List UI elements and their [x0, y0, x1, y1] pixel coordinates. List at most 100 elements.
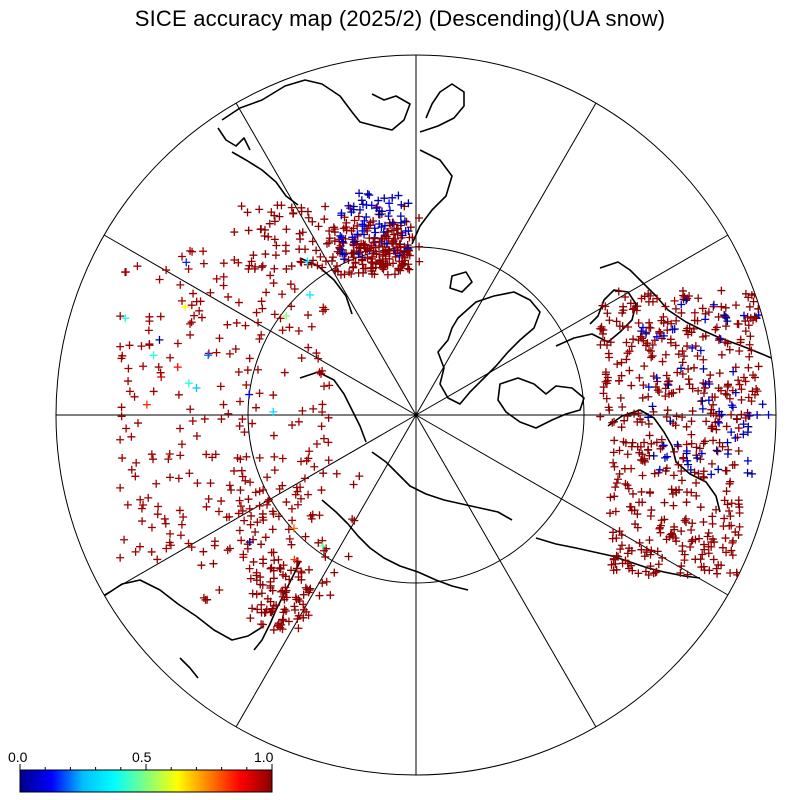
accuracy-marker: [209, 559, 218, 568]
accuracy-marker: [351, 258, 360, 267]
accuracy-marker: [693, 351, 702, 360]
accuracy-marker: [609, 417, 618, 426]
accuracy-marker: [617, 423, 626, 432]
accuracy-marker: [621, 556, 630, 565]
accuracy-marker: [648, 297, 657, 306]
accuracy-marker: [324, 438, 333, 447]
accuracy-marker: [735, 380, 744, 389]
accuracy-marker: [707, 424, 716, 433]
accuracy-marker: [188, 416, 197, 425]
accuracy-marker: [195, 306, 204, 315]
accuracy-marker: [655, 327, 664, 336]
accuracy-marker: [703, 532, 712, 541]
accuracy-marker: [680, 352, 689, 361]
accuracy-marker: [341, 223, 350, 232]
accuracy-marker: [255, 205, 264, 214]
accuracy-marker: [132, 458, 141, 467]
accuracy-marker: [139, 362, 148, 371]
accuracy-marker: [666, 530, 675, 539]
accuracy-marker: [665, 390, 674, 399]
accuracy-marker: [717, 350, 726, 359]
accuracy-marker: [164, 455, 173, 464]
accuracy-marker: [144, 493, 153, 502]
accuracy-marker: [292, 564, 301, 573]
accuracy-marker: [237, 502, 245, 511]
accuracy-marker: [131, 547, 140, 556]
accuracy-marker: [680, 556, 689, 565]
accuracy-marker: [723, 339, 732, 348]
accuracy-marker: [614, 552, 623, 561]
accuracy-marker: [657, 316, 666, 325]
accuracy-marker: [669, 501, 678, 510]
accuracy-marker: [274, 555, 283, 564]
accuracy-marker: [620, 464, 629, 473]
accuracy-marker: [319, 469, 328, 478]
accuracy-marker: [272, 241, 281, 250]
accuracy-marker: [642, 546, 651, 555]
accuracy-marker: [268, 586, 277, 595]
accuracy-marker: [689, 324, 698, 333]
accuracy-marker: [235, 526, 244, 535]
accuracy-marker: [217, 415, 226, 424]
accuracy-marker: [330, 225, 339, 234]
accuracy-marker: [337, 211, 346, 220]
accuracy-marker: [131, 472, 140, 481]
accuracy-marker: [744, 363, 753, 372]
accuracy-marker: [245, 504, 254, 513]
accuracy-marker: [651, 383, 660, 392]
accuracy-marker: [269, 407, 278, 416]
accuracy-marker: [405, 265, 414, 274]
accuracy-marker: [178, 252, 187, 261]
accuracy-marker: [322, 239, 331, 248]
accuracy-marker: [360, 222, 369, 231]
accuracy-marker: [643, 446, 652, 455]
accuracy-marker: [245, 261, 254, 270]
accuracy-marker: [190, 311, 199, 320]
accuracy-marker: [197, 561, 206, 570]
accuracy-marker: [633, 442, 642, 451]
accuracy-marker: [657, 435, 666, 444]
accuracy-marker: [700, 384, 709, 393]
accuracy-marker: [225, 349, 234, 358]
accuracy-marker: [271, 251, 280, 260]
accuracy-marker: [621, 293, 630, 302]
accuracy-marker: [397, 218, 406, 227]
accuracy-marker: [317, 486, 326, 495]
accuracy-marker: [257, 297, 266, 306]
accuracy-marker: [257, 540, 266, 549]
accuracy-marker: [662, 412, 671, 421]
accuracy-marker: [721, 303, 730, 312]
accuracy-marker: [722, 487, 731, 496]
accuracy-marker: [318, 542, 327, 551]
accuracy-marker: [154, 363, 163, 372]
accuracy-marker: [667, 485, 676, 494]
accuracy-marker: [294, 611, 303, 620]
accuracy-marker: [237, 536, 246, 545]
accuracy-marker: [192, 432, 201, 440]
accuracy-marker: [359, 264, 368, 273]
accuracy-marker: [599, 383, 608, 392]
accuracy-marker: [155, 275, 164, 284]
accuracy-marker: [280, 605, 289, 614]
accuracy-marker: [605, 316, 614, 325]
accuracy-marker: [678, 370, 687, 379]
accuracy-marker: [620, 416, 629, 425]
accuracy-marker: [638, 393, 647, 402]
accuracy-marker: [259, 555, 268, 564]
accuracy-marker: [661, 350, 670, 359]
accuracy-marker: [265, 219, 274, 228]
accuracy-marker: [635, 373, 644, 382]
accuracy-marker: [235, 496, 244, 505]
accuracy-marker: [184, 264, 193, 273]
accuracy-marker: [603, 341, 612, 350]
accuracy-marker: [166, 529, 175, 538]
accuracy-marker: [734, 376, 743, 385]
accuracy-marker: [255, 389, 264, 398]
accuracy-marker: [653, 547, 662, 556]
accuracy-marker: [153, 510, 162, 519]
accuracy-marker: [682, 518, 691, 527]
accuracy-marker: [270, 217, 279, 226]
accuracy-marker: [708, 519, 717, 528]
accuracy-marker: [390, 270, 399, 279]
accuracy-marker: [307, 322, 316, 331]
